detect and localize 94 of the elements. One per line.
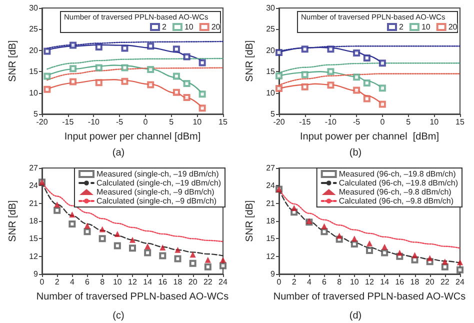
legend-label: Measured (single-ch, –9 dBm/ch) [96, 188, 215, 196]
y-tick-label: 18 [29, 216, 39, 226]
text: (c) [112, 310, 124, 322]
x-tick-label: 5 [169, 118, 174, 126]
legend-label: Calculated (single-ch, –9 dBm/ch) [96, 196, 217, 206]
y-tick-label: 18 [266, 216, 276, 226]
x-tick-label: 15 [456, 118, 465, 126]
x-tick-label: 10 [430, 118, 440, 126]
y-tick-label: 15 [29, 234, 39, 244]
y-tick-label: 27 [29, 164, 39, 172]
x-tick-label: 12 [365, 278, 374, 286]
x-tick-label: 22 [203, 278, 213, 286]
legend-label: Calculated (96-ch, –9.8 dBm/ch) [338, 196, 454, 206]
text: (b) [349, 148, 362, 158]
x-tick-label: 24 [456, 278, 465, 286]
y-tick-label: 30 [29, 4, 39, 12]
y-axis-title: SNR [dB] [244, 40, 256, 82]
x-tick-label: 8 [100, 278, 106, 286]
y-axis-title: SNR [dB] [8, 200, 18, 242]
y-tick-label: 12 [266, 252, 276, 261]
x-tick-label: 4 [70, 278, 75, 286]
x-tick-label: 0 [40, 278, 45, 286]
legend-label: 10 [184, 22, 194, 32]
x-tick-label: 16 [158, 278, 168, 286]
legend-label: 2 [162, 22, 167, 32]
y-tick-label: 15 [29, 67, 39, 76]
x-tick-label: -10 [324, 118, 338, 126]
x-tick-label: 24 [218, 278, 228, 286]
x-tick-label: 18 [410, 278, 420, 286]
x-tick-label: 20 [188, 278, 198, 286]
y-tick-label: 15 [266, 234, 276, 244]
x-tick-label: 14 [380, 278, 390, 286]
x-tick-label: -10 [88, 118, 100, 126]
legend-label: Calculated (single-ch, –19 dBm/ch) [96, 178, 222, 188]
y-tick-label: 10 [266, 88, 276, 98]
y-tick-label: 25 [29, 24, 39, 34]
y-tick-label: 12 [29, 252, 39, 261]
y-axis-title: SNR [dB] [8, 40, 18, 82]
x-tick-label: 12 [128, 278, 138, 286]
x-axis-title: Number of traversed PPLN-based AO-WCs [273, 292, 466, 302]
x-axis-title: Input power per channel [dBm] [64, 132, 201, 142]
y-tick-label: 21 [29, 198, 39, 208]
x-tick-label: -15 [299, 118, 312, 126]
x-tick-label: 22 [440, 278, 450, 286]
x-tick-label: 0 [276, 278, 282, 286]
y-tick-label: 24 [266, 181, 276, 190]
legend-label: Measured (single-ch, –19 dBm/ch) [96, 170, 220, 178]
x-tick-label: 20 [425, 278, 435, 286]
y-tick-label: 9 [34, 270, 39, 278]
x-tick-label: 14 [143, 278, 153, 286]
y-tick-label: 27 [266, 164, 276, 172]
y-tick-label: 24 [29, 181, 39, 190]
y-tick-label: 30 [266, 4, 276, 12]
x-tick-label: 0 [143, 118, 148, 126]
x-tick-label: -5 [116, 118, 124, 126]
y-tick-label: 20 [29, 46, 39, 55]
x-tick-label: -20 [36, 118, 48, 126]
x-tick-label: 2 [54, 278, 60, 286]
text: (d) [349, 310, 362, 322]
x-tick-label: 10 [350, 278, 360, 286]
x-tick-label: 2 [292, 278, 297, 286]
legend-label: 20 [211, 22, 221, 32]
legend-label: 10 [421, 22, 431, 32]
x-axis-title: Number of traversed PPLN-based AO-WCs [36, 292, 229, 302]
x-tick-label: -5 [353, 118, 361, 126]
y-tick-label: 5 [34, 110, 39, 118]
y-tick-label: 10 [29, 88, 39, 98]
legend-label: 2 [399, 22, 404, 32]
legend-label: Measured (96-ch, –9.8 dBm/ch) [338, 188, 452, 196]
x-tick-label: 8 [337, 278, 342, 286]
y-tick-label: 15 [266, 67, 276, 76]
legend-label: Measured (96-ch, –19.8 dBm/ch) [338, 170, 456, 178]
x-tick-label: 10 [192, 118, 202, 126]
x-tick-label: 4 [306, 278, 312, 286]
x-tick-label: 18 [173, 278, 183, 286]
legend-label: Calculated (96-ch, –19.8 dBm/ch) [338, 178, 458, 188]
y-tick-label: 9 [270, 270, 276, 278]
x-tick-label: 0 [380, 118, 386, 126]
y-tick-label: 21 [266, 198, 276, 208]
text: (a) [112, 148, 125, 158]
x-tick-label: 5 [406, 118, 412, 126]
y-tick-label: 20 [266, 46, 276, 55]
y-axis-title: SNR [dB] [244, 200, 256, 242]
x-axis-title: Input power per channel [dBm] [300, 132, 440, 142]
x-tick-label: 15 [218, 118, 228, 126]
x-tick-label: 6 [85, 278, 90, 286]
legend-label: 20 [448, 22, 458, 32]
y-tick-label: 25 [266, 24, 276, 34]
x-tick-label: 10 [112, 278, 122, 286]
y-tick-label: 5 [270, 110, 276, 118]
x-tick-label: 16 [395, 278, 405, 286]
x-tick-label: 6 [322, 278, 328, 286]
x-tick-label: -15 [62, 118, 74, 126]
x-tick-label: -20 [273, 118, 286, 126]
